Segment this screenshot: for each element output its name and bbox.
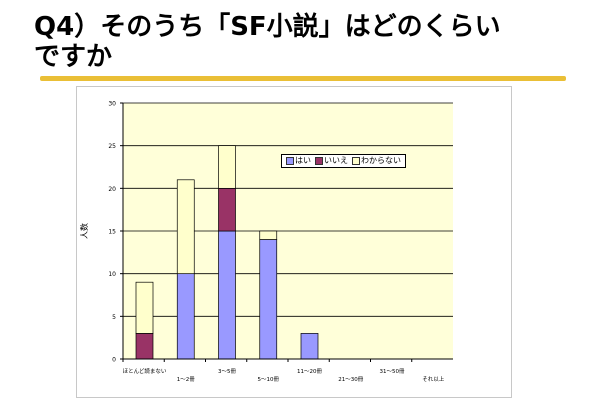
bar-segment-unknown xyxy=(218,145,236,189)
bar-segment-yes xyxy=(218,230,236,360)
x-tick-label: 31～50冊 xyxy=(380,368,405,375)
y-tick-label: 10 xyxy=(108,271,116,278)
bar-segment-unknown xyxy=(259,230,278,240)
x-tick-label: それ以上 xyxy=(422,375,445,383)
legend-item-no: いいえ xyxy=(315,156,348,166)
title-underline xyxy=(40,76,566,81)
bar-segment-unknown xyxy=(135,281,154,334)
x-axis-ticks: ほとんど読まない 1～2冊 3～5冊 5～10冊 11～20冊 21～30冊 31～50冊そ… xyxy=(122,359,445,383)
bar-segment-unknown xyxy=(176,179,195,275)
bars xyxy=(135,145,319,360)
y-tick-label: 30 xyxy=(108,101,116,108)
legend-swatch-unknown xyxy=(352,157,360,165)
legend-item-yes: はい xyxy=(286,156,311,166)
legend-swatch-no xyxy=(315,157,323,165)
x-tick-label: 1～2冊 xyxy=(177,376,195,383)
bar-segment-yes xyxy=(300,333,319,360)
chart-legend: はい いいえ わからない xyxy=(281,154,406,168)
y-tick-label: 0 xyxy=(112,357,116,364)
x-tick-label: 3～5冊 xyxy=(218,368,236,375)
y-tick-label: 25 xyxy=(108,143,116,150)
slide-title-line1: Q4）そのうち「SF小説」はどのくらい xyxy=(34,12,501,42)
y-tick-label: 15 xyxy=(108,229,116,236)
legend-label-no: いいえ xyxy=(324,156,348,165)
y-axis-ticks: 0 5 10 15 20 25 30 xyxy=(108,101,123,364)
legend-item-unknown: わからない xyxy=(352,156,401,166)
legend-label-unknown: わからない xyxy=(361,156,401,165)
x-tick-label: 11～20冊 xyxy=(297,368,322,375)
y-tick-label: 5 xyxy=(112,314,116,321)
legend-label-yes: はい xyxy=(295,156,311,165)
x-tick-label: ほとんど読まない xyxy=(123,367,167,375)
y-axis-label: 人数 xyxy=(79,223,89,239)
slide-title-line2: ですか xyxy=(34,42,113,72)
x-tick-label: 5～10冊 xyxy=(258,376,280,383)
legend-swatch-yes xyxy=(286,157,294,165)
bar-segment-yes xyxy=(176,273,195,360)
stacked-bar-chart: 0 5 10 15 20 25 30 ほとんど読まない 1～2冊 3～5冊 5～10冊 11～20冊… xyxy=(79,101,453,383)
y-tick-label: 20 xyxy=(108,186,116,193)
slide-title: Q4）そのうち「SF小説」はどのくらい ですか xyxy=(34,12,574,72)
x-tick-label: 21～30冊 xyxy=(338,376,363,383)
bar-segment-yes xyxy=(259,239,278,360)
bar-segment-no xyxy=(218,187,236,232)
bar-segment-no xyxy=(135,333,154,360)
